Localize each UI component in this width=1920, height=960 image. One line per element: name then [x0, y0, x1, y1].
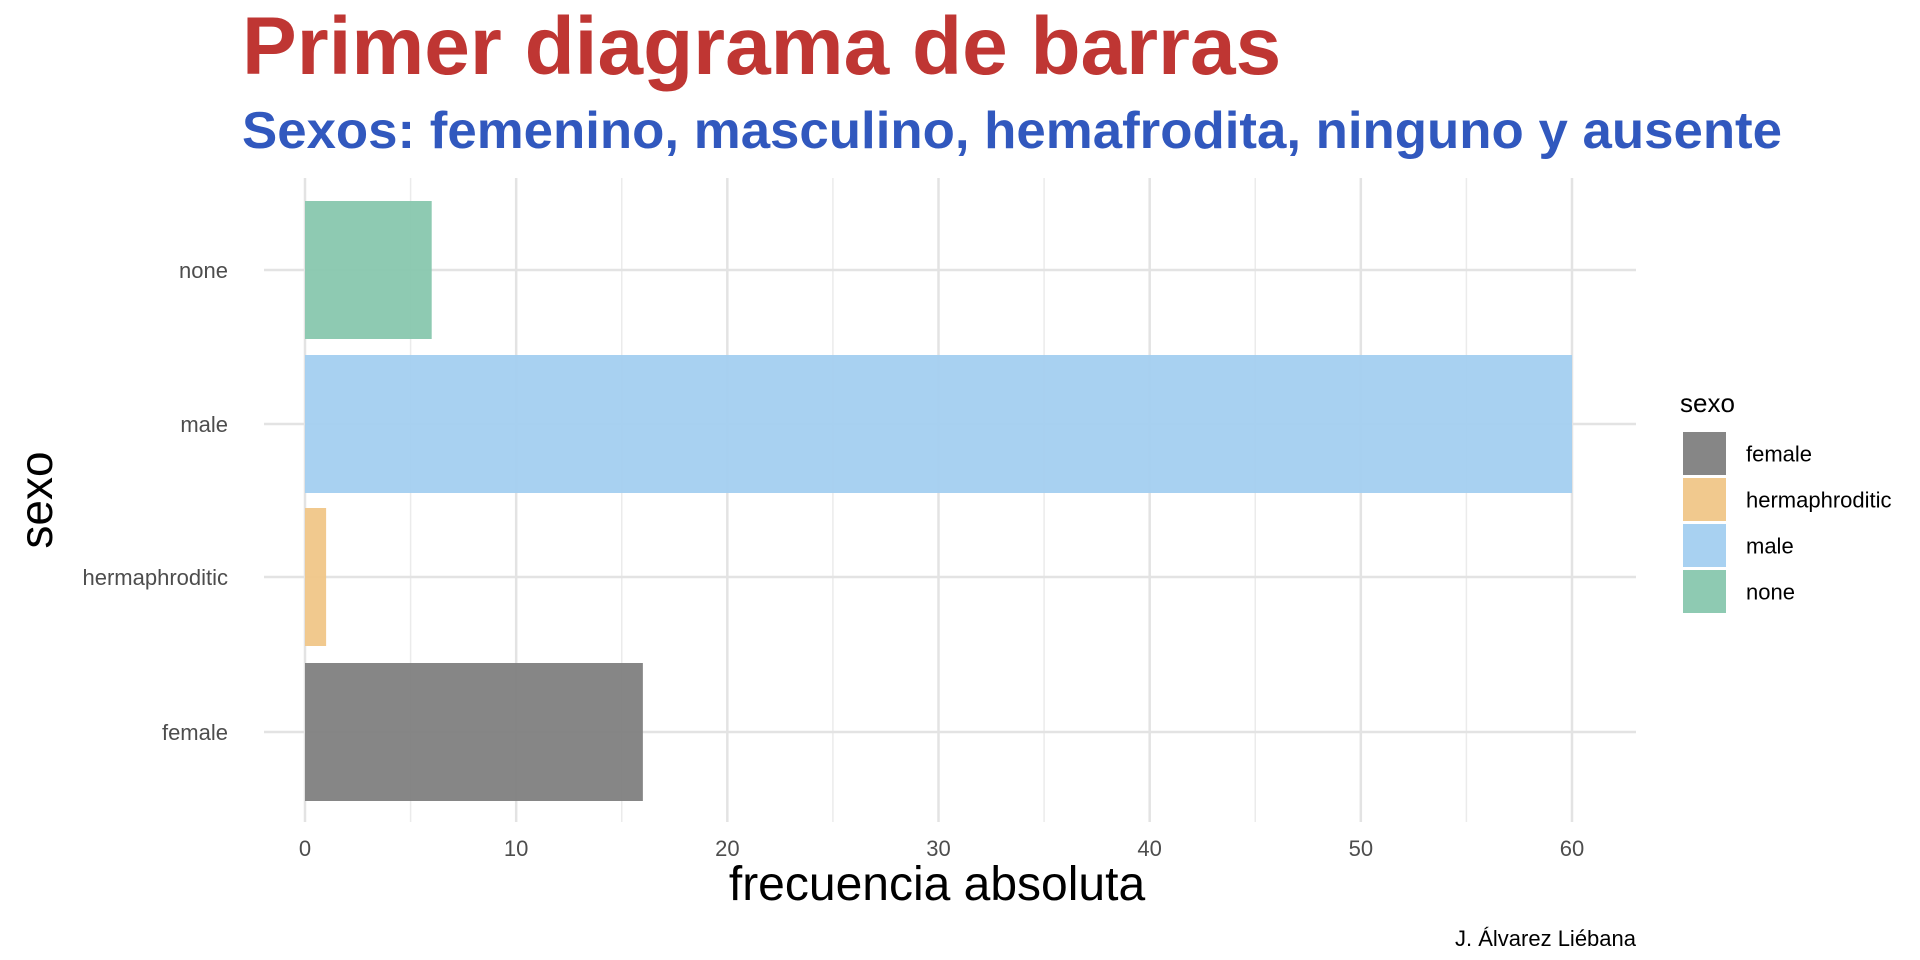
- legend-title: sexo: [1680, 388, 1735, 418]
- bar-hermaphroditic: [305, 508, 327, 646]
- legend-label: hermaphroditic: [1746, 488, 1892, 513]
- x-tick-label: 50: [1349, 836, 1373, 861]
- y-tick-label: none: [179, 258, 228, 283]
- bar-none: [305, 201, 432, 339]
- legend-key-hermaphroditic: [1683, 478, 1726, 521]
- x-tick-label: 20: [715, 836, 739, 861]
- x-tick-label: 30: [926, 836, 950, 861]
- legend-key-female: [1683, 432, 1726, 475]
- x-tick-labels: 0 10 20 30 40 50 60: [299, 836, 1584, 861]
- x-tick-label: 60: [1560, 836, 1584, 861]
- chart-subtitle: Sexos: femenino, masculino, hemafrodita,…: [242, 102, 1782, 160]
- bar-female: [305, 663, 643, 801]
- chart-title: Primer diagrama de barras: [242, 1, 1281, 92]
- legend-label: none: [1746, 580, 1795, 605]
- legend-label: female: [1746, 442, 1812, 467]
- bar-male: [305, 355, 1572, 493]
- legend: sexo female hermaphroditic male none: [1680, 388, 1892, 613]
- y-tick-label: hermaphroditic: [82, 565, 228, 590]
- legend-key-none: [1683, 570, 1726, 613]
- x-axis-title: frecuencia absoluta: [729, 858, 1146, 911]
- legend-key-male: [1683, 524, 1726, 567]
- x-tick-label: 0: [299, 836, 311, 861]
- x-tick-label: 40: [1137, 836, 1161, 861]
- y-axis-title: sexo: [10, 451, 62, 548]
- chart-caption: J. Álvarez Liébana: [1455, 926, 1637, 951]
- y-tick-label: female: [162, 720, 228, 745]
- y-tick-label: male: [180, 412, 228, 437]
- y-tick-labels: female hermaphroditic male none: [82, 258, 228, 745]
- legend-label: male: [1746, 534, 1794, 559]
- x-tick-label: 10: [504, 836, 528, 861]
- bars-layer: [305, 201, 1572, 801]
